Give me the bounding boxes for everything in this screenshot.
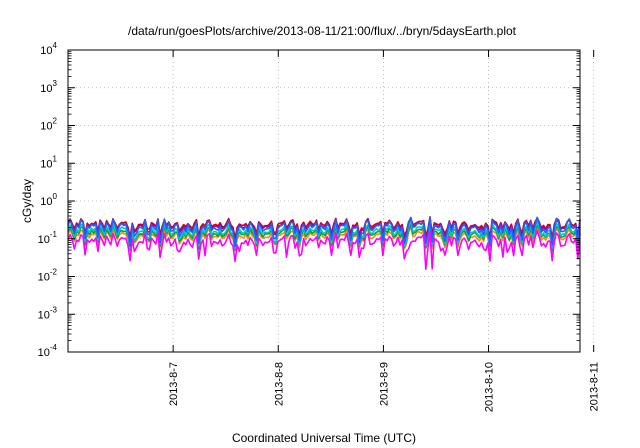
data-series-line: [67, 220, 581, 250]
y-tick-label: 10-4: [38, 343, 58, 359]
data-series-line: [67, 229, 581, 271]
data-series-line: [67, 216, 581, 242]
data-series-group: [67, 216, 581, 271]
x-axis-ticks: 2013-8-7 2013-8-8 2013-8-9 2013-8-10 2013-8-…: [168, 50, 601, 412]
x-tick-label: 2013-8-9: [378, 362, 390, 406]
y-tick-label: 103: [40, 79, 57, 95]
y-tick-label: 10-2: [38, 268, 58, 284]
grid-lines: [68, 50, 595, 352]
y-tick-label: 104: [40, 41, 57, 57]
data-series-line: [67, 226, 581, 253]
x-tick-label: 2013-8-10: [484, 362, 496, 412]
y-tick-label: 101: [40, 154, 57, 170]
x-tick-label: 2013-8-7: [168, 362, 180, 406]
y-tick-label: 102: [40, 117, 57, 133]
y-axis-ticks: 10-4 10-3 10-2 10-1 100 101 102 103 104: [38, 41, 580, 359]
y-tick-label: 10-3: [38, 305, 58, 321]
y-tick-label: 10-1: [38, 230, 58, 246]
data-series-line: [67, 223, 581, 252]
x-tick-label: 2013-8-11: [589, 362, 601, 411]
x-axis-label: Coordinated Universal Time (UTC): [232, 431, 416, 445]
data-series-line: [67, 216, 581, 248]
y-axis-label: cGy/day: [20, 179, 34, 223]
chart-title: /data/run/goesPlots/archive/2013-08-11/2…: [128, 24, 517, 38]
x-tick-label: 2013-8-8: [273, 362, 285, 406]
y-tick-label: 100: [40, 192, 57, 208]
